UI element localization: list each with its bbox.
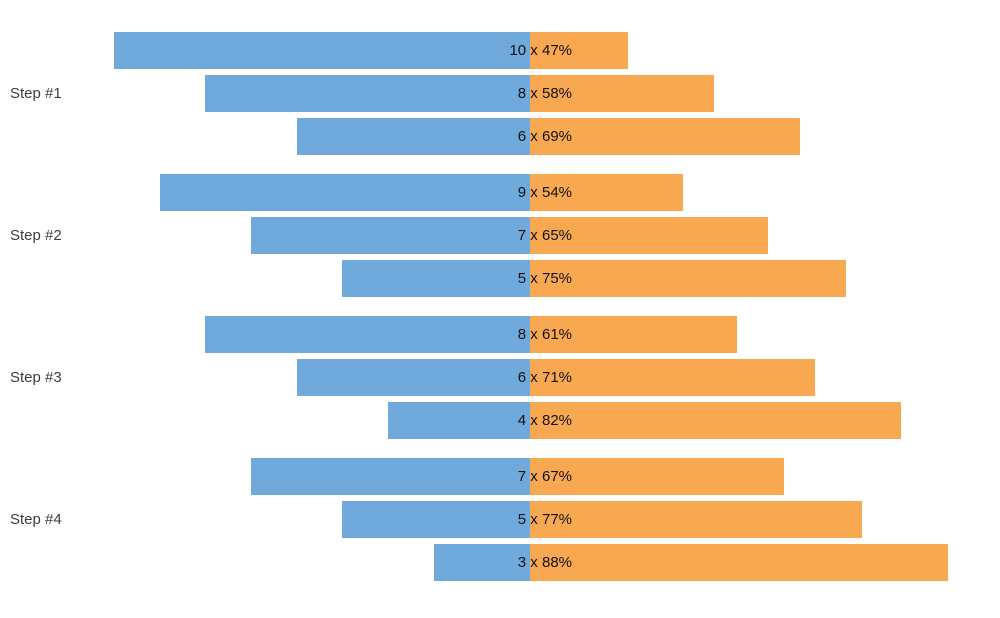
- left-count-bar: [205, 75, 530, 112]
- left-count-bar: [342, 501, 530, 538]
- group-label: Step #1: [10, 84, 62, 102]
- left-count-bar: [433, 544, 530, 581]
- left-count-bar: [113, 32, 530, 69]
- group-label: Step #3: [10, 368, 62, 386]
- group-label: Step #4: [10, 510, 62, 528]
- left-count-bar: [251, 217, 530, 254]
- right-percent-bar: [530, 501, 862, 538]
- right-percent-bar: [530, 32, 628, 69]
- right-percent-bar: [530, 118, 800, 155]
- left-count-bar: [342, 260, 530, 297]
- right-percent-bar: [530, 316, 738, 353]
- right-percent-bar: [530, 458, 784, 495]
- right-percent-bar: [530, 402, 901, 439]
- right-percent-bar: [530, 260, 847, 297]
- left-count-bar: [205, 316, 530, 353]
- left-count-bar: [159, 174, 530, 211]
- group-label: Step #2: [10, 226, 62, 244]
- right-percent-bar: [530, 544, 948, 581]
- right-percent-bar: [530, 174, 683, 211]
- right-percent-bar: [530, 75, 714, 112]
- right-percent-bar: [530, 217, 769, 254]
- left-count-bar: [388, 402, 530, 439]
- right-percent-bar: [530, 359, 816, 396]
- left-count-bar: [296, 118, 530, 155]
- left-count-bar: [296, 359, 530, 396]
- left-count-bar: [251, 458, 530, 495]
